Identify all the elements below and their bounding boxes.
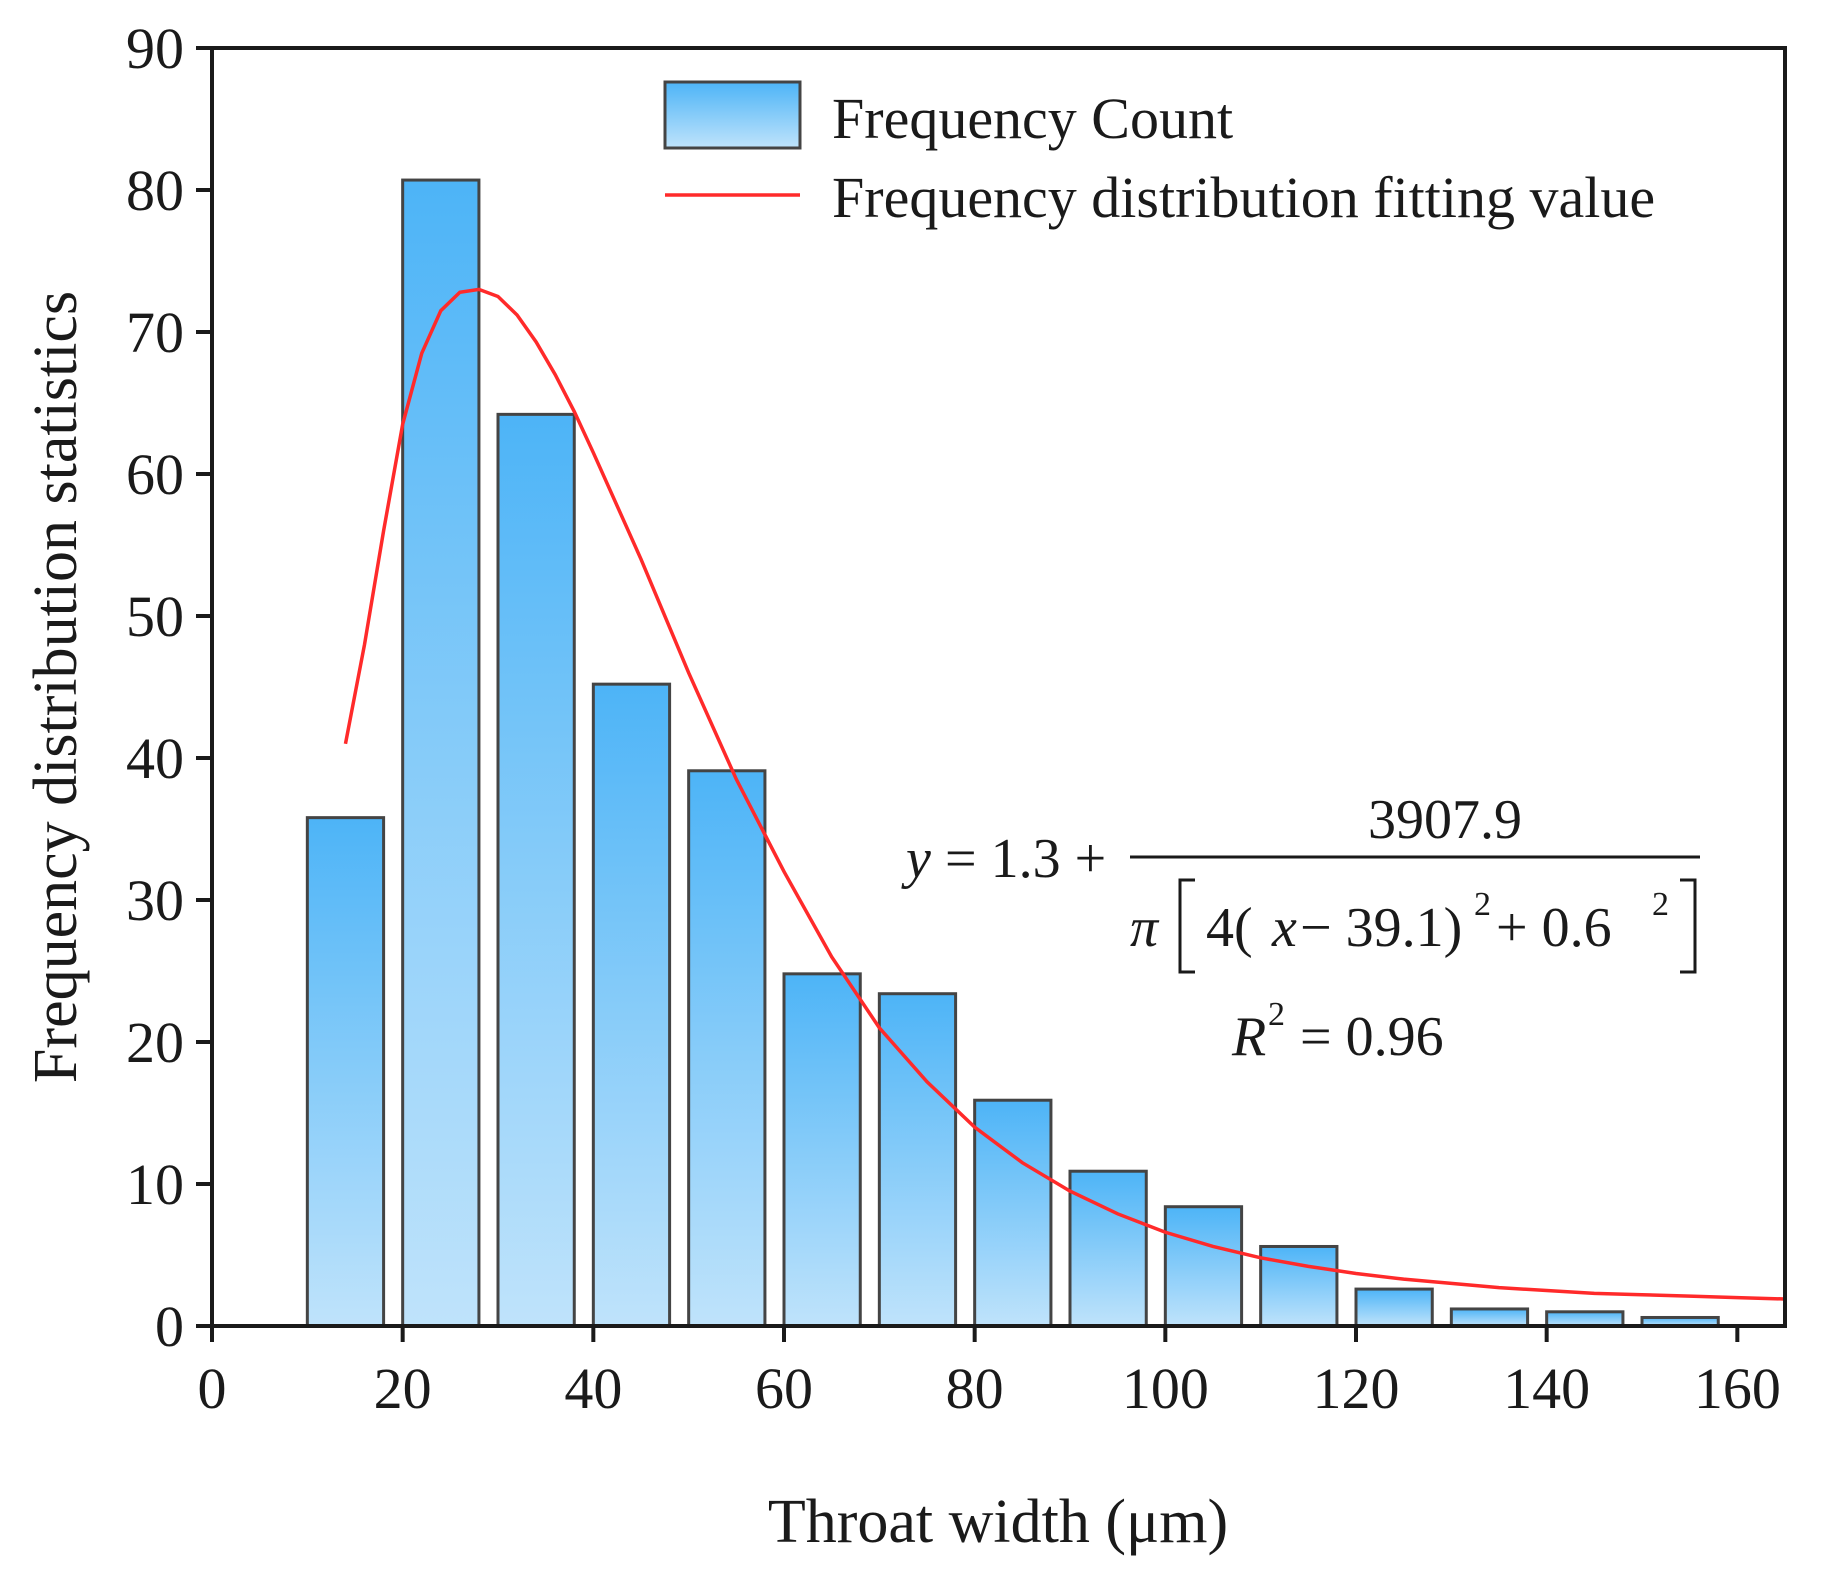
y-tick-label-10: 10: [126, 1152, 184, 1217]
equation-denominator-mid: − 39.1): [1300, 897, 1462, 959]
equation-x: x: [1271, 897, 1297, 959]
bar-64: [782, 972, 862, 1328]
equation-equals: = 1.3 +: [945, 828, 1106, 890]
bar-134: [1449, 1307, 1530, 1328]
bar-44: [591, 682, 672, 1328]
bar-74: [877, 992, 958, 1328]
bar-24: [401, 178, 481, 1328]
y-tick-label-40: 40: [126, 726, 184, 791]
equation-exponent-a: 2: [1474, 886, 1491, 923]
equation-pi: π: [1130, 897, 1160, 959]
y-tick-label-30: 30: [126, 868, 184, 933]
x-axis-ticks: 0 20 40 60 80 100 120 140 160: [198, 1326, 1781, 1421]
x-tick-label-100: 100: [1122, 1356, 1209, 1421]
y-tick-label-20: 20: [126, 1010, 184, 1075]
equation-numerator: 3907.9: [1368, 789, 1522, 851]
bar-34: [496, 412, 576, 1328]
x-tick-label-140: 140: [1503, 1356, 1590, 1421]
fit-equation: y = 1.3 + 3907.9 π 4( x − 39.1) 2 + 0.6 …: [901, 789, 1700, 1068]
equation-denominator-post: + 0.6: [1496, 897, 1612, 959]
equation-exponent-b: 2: [1652, 886, 1669, 923]
legend: Frequency Count Frequency distribution f…: [663, 80, 1655, 230]
bar-94: [1068, 1169, 1148, 1328]
y-axis-title: Frequency distribution statistics: [22, 291, 90, 1083]
y-tick-label-80: 80: [126, 158, 184, 223]
x-tick-label-160: 160: [1694, 1356, 1781, 1421]
x-tick-label-0: 0: [198, 1356, 227, 1421]
y-tick-label-90: 90: [126, 16, 184, 81]
x-axis-title: Throat width (μm): [768, 1488, 1228, 1556]
x-tick-label-120: 120: [1313, 1356, 1400, 1421]
plot-frame: [210, 46, 1787, 1328]
r-squared-exponent: 2: [1268, 996, 1285, 1033]
x-tick-label-60: 60: [755, 1356, 813, 1421]
equation-y: y: [901, 828, 931, 890]
legend-label-line: Frequency distribution fitting value: [832, 165, 1655, 230]
x-tick-label-40: 40: [564, 1356, 622, 1421]
y-tick-label-0: 0: [155, 1294, 184, 1359]
equation-right-bracket: [1680, 878, 1697, 974]
equation-denominator-pre: 4(: [1206, 897, 1253, 959]
bar-14: [305, 816, 386, 1328]
legend-bar-swatch: [663, 80, 802, 150]
r-squared-value: = 0.96: [1300, 1006, 1444, 1068]
y-axis-ticks: 0 10 20 30 40 50 60 70 80 90: [126, 16, 212, 1359]
bar-144: [1545, 1310, 1625, 1328]
y-tick-label-60: 60: [126, 442, 184, 507]
fit-curve-line: [343, 287, 1786, 1301]
equation-left-bracket: [1178, 878, 1195, 974]
bar-54: [687, 769, 767, 1328]
x-tick-label-20: 20: [374, 1356, 432, 1421]
y-tick-label-50: 50: [126, 584, 184, 649]
bar-104: [1163, 1205, 1244, 1328]
bar-124: [1354, 1287, 1434, 1328]
r-squared-symbol: R: [1231, 1006, 1266, 1068]
x-tick-label-80: 80: [946, 1356, 1004, 1421]
legend-label-bars: Frequency Count: [832, 86, 1233, 151]
y-tick-label-70: 70: [126, 300, 184, 365]
